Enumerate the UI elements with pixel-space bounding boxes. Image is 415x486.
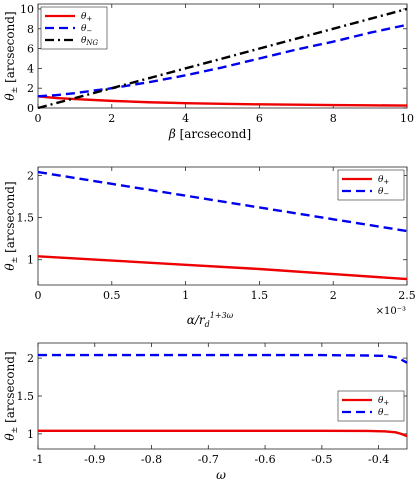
x-axis-label: α/rd1+3ω (187, 311, 234, 329)
legend: θ+θ− (337, 390, 405, 422)
chart-panel-2: 0 0.5 1 1.5 2 2.5 1 1.5 2 ×10⁻³ θ± [arcsecond] α/rd… (3, 166, 415, 329)
legend-label-1: θ+ (378, 175, 389, 186)
x-tick-label: 10 (400, 112, 414, 125)
x-tick-label: -0.6 (254, 453, 275, 466)
y-tick-label: 4 (27, 62, 34, 75)
x-tick-label: 2 (108, 112, 115, 125)
x-tick-label: 6 (256, 112, 263, 125)
series-line-2 (37, 23, 408, 98)
series-line-1 (38, 429, 408, 438)
x-tick-label: 0.5 (103, 289, 121, 302)
x-tick-label: -0.7 (198, 453, 219, 466)
x-tick-label: 4 (182, 112, 189, 125)
x-tick-label: 1 (182, 289, 189, 302)
y-axis-label: θ± [arcsecond] (3, 11, 19, 100)
x-tick-label: -1 (33, 453, 44, 466)
x-tick-label: 8 (330, 112, 337, 125)
series-line-3 (37, 7, 408, 110)
legend-label-2: θ− (378, 408, 389, 419)
y-axis-label: θ± [arcsecond] (3, 351, 19, 440)
x-tick-label: 0 (35, 112, 42, 125)
x-tick-label: 0 (35, 289, 42, 302)
legend-box (337, 169, 405, 201)
y-axis-label: θ± [arcsecond] (3, 181, 19, 270)
x-axis-label: ω (216, 468, 226, 482)
series-line-1 (37, 255, 408, 281)
y-tick-label: 2 (27, 352, 34, 365)
legend-label-2: θ− (378, 187, 389, 198)
legend-label-3: θNG (81, 36, 99, 47)
y-tick-label: 0 (27, 102, 34, 115)
y-tick-label: 2 (27, 82, 34, 95)
series-line-1 (37, 95, 408, 107)
y-tick-label: 1 (27, 254, 34, 267)
x-tick-label: 1.5 (251, 289, 269, 302)
y-tick-label: 1.5 (17, 390, 35, 403)
x-tick-label: -0.8 (141, 453, 162, 466)
y-tick-label: 1 (27, 428, 34, 441)
series-line-2 (37, 170, 408, 233)
y-tick-label: 1.5 (17, 212, 35, 225)
x-tick-label: 2 (330, 289, 337, 302)
legend-label-1: θ+ (81, 12, 92, 23)
chart-panel-3: -1 -0.9 -0.8 -0.7 -0.6 -0.5 -0.4 1 1.5 2 θ± [arcse… (3, 342, 408, 482)
x-tick-label: 2.5 (398, 289, 415, 302)
legend-box (337, 390, 405, 422)
legend-label-2: θ− (81, 24, 92, 35)
y-tick-label: 6 (27, 43, 34, 56)
legend: θ+θ−θNG (40, 6, 108, 50)
series-line-2 (38, 353, 408, 364)
y-tick-label: 2 (27, 169, 34, 182)
x-axis-label: β [arcsecond] (168, 127, 251, 141)
legend: θ+θ− (337, 169, 405, 201)
x-tick-label: -0.5 (311, 453, 332, 466)
x-tick-label: -0.9 (84, 453, 105, 466)
x-axis-multiplier: ×10⁻³ (376, 306, 406, 317)
y-tick-label: 10 (20, 3, 34, 16)
legend-label-1: θ+ (378, 396, 389, 407)
x-tick-label: -0.4 (368, 453, 389, 466)
y-tick-label: 8 (27, 23, 34, 36)
